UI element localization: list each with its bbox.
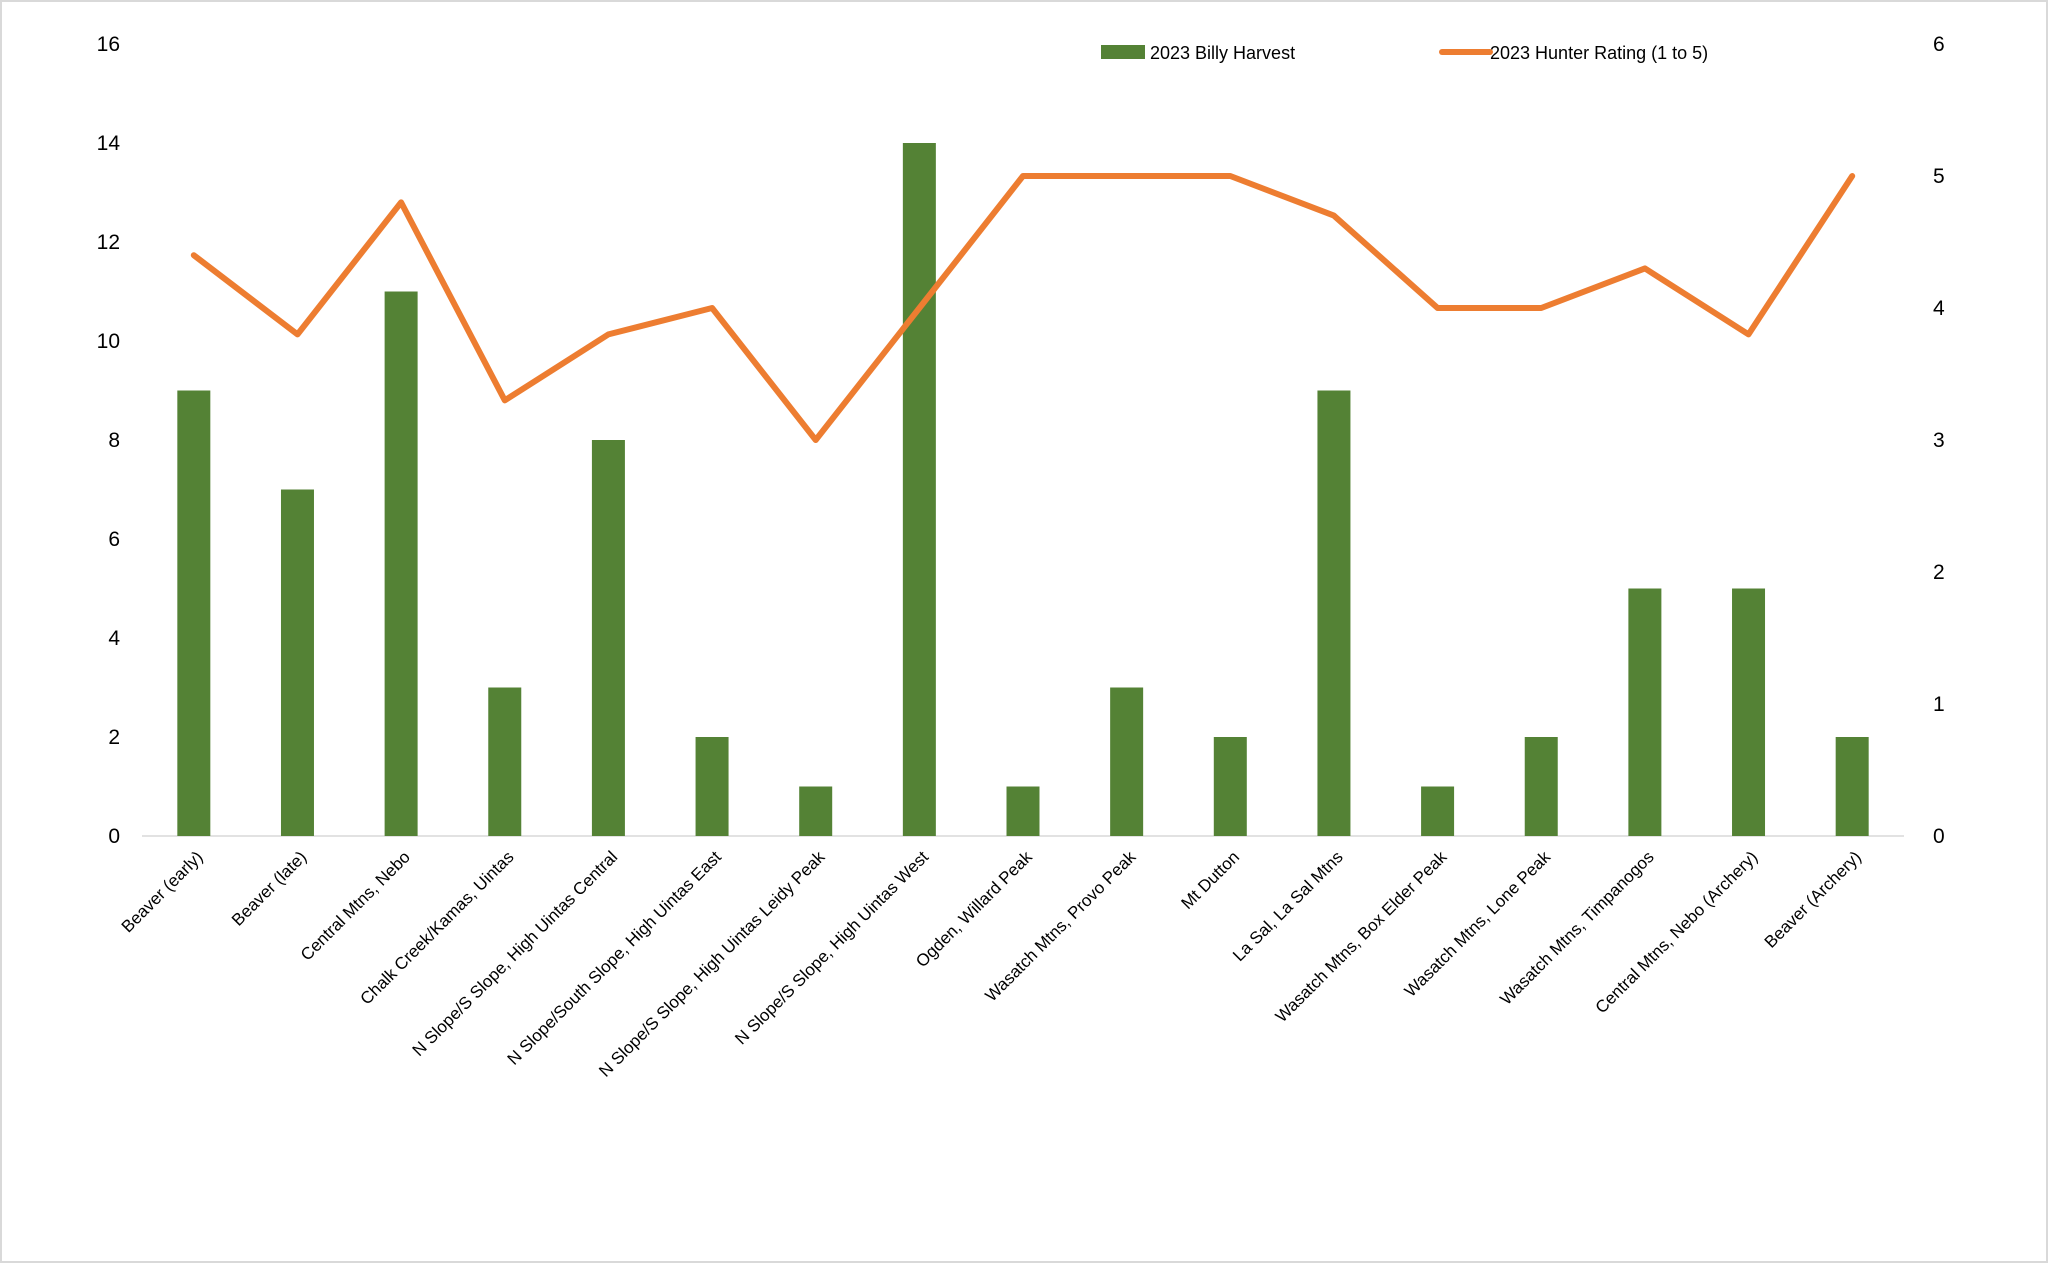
left-tick-label: 14	[97, 132, 121, 155]
bar	[488, 687, 522, 836]
legend: 2023 Billy Harvest 2023 Hunter Rating (1…	[1101, 43, 1708, 63]
bar	[1213, 737, 1247, 836]
right-tick-label: 1	[1933, 693, 1945, 716]
category-label: N Slope/S Slope, High Uintas Leidy Peak	[595, 847, 829, 1081]
rating-line	[190, 173, 1856, 443]
bar	[1835, 737, 1869, 836]
left-tick-label: 0	[108, 825, 120, 848]
right-tick-label: 0	[1933, 825, 1945, 848]
left-tick-label: 8	[108, 429, 120, 452]
left-axis-ticks: 0 2 4 6 8 10 12 14 16	[97, 33, 121, 848]
bar	[799, 786, 833, 836]
bar	[1732, 588, 1766, 836]
bar	[695, 737, 729, 836]
category-label: N Slope/S Slope, High Uintas West	[731, 847, 932, 1048]
left-tick-label: 4	[108, 627, 120, 650]
category-label: N Slope/South Slope, High Uintas East	[504, 847, 725, 1068]
category-label: Central Mtns, Nebo (Archery)	[1592, 847, 1762, 1017]
legend-swatch-bar	[1101, 45, 1145, 59]
category-label: Beaver (late)	[228, 847, 310, 929]
right-axis-ticks: 0 1 2 3 4 5 6	[1933, 33, 1945, 848]
bar	[1110, 687, 1144, 836]
right-tick-label: 2	[1933, 561, 1945, 584]
left-tick-label: 2	[108, 726, 120, 749]
category-label: N Slope/S Slope, High Uintas Central	[409, 847, 622, 1060]
left-tick-label: 16	[97, 33, 120, 56]
bar	[1421, 786, 1455, 836]
right-tick-label: 4	[1933, 297, 1945, 320]
legend-label-bar: 2023 Billy Harvest	[1150, 43, 1295, 63]
category-label: La Sal, La Sal Mtns	[1229, 847, 1347, 965]
category-label: Beaver (early)	[118, 847, 207, 936]
left-tick-label: 12	[97, 231, 120, 254]
bar	[902, 143, 936, 836]
right-tick-label: 5	[1933, 165, 1945, 188]
bar	[1524, 737, 1558, 836]
category-label: Beaver (Archery)	[1761, 847, 1865, 951]
bar	[591, 440, 625, 836]
bar	[384, 291, 418, 836]
category-label: Wasatch Mtns, Box Elder Peak	[1272, 847, 1451, 1026]
line-series	[190, 173, 1856, 443]
bar	[177, 390, 211, 836]
bar	[1628, 588, 1662, 836]
bar	[280, 489, 314, 836]
bar	[1006, 786, 1040, 836]
category-label: Central Mtns, Nebo	[297, 847, 414, 964]
category-labels: Beaver (early) Beaver (late)Central Mtns,…	[118, 847, 1865, 1081]
bar-series	[177, 143, 1869, 836]
bar	[1317, 390, 1351, 836]
category-label: Ogden, Willard Peak	[912, 847, 1036, 971]
category-label: Mt Dutton	[1178, 847, 1244, 913]
left-tick-label: 6	[108, 528, 120, 551]
right-tick-label: 3	[1933, 429, 1945, 452]
legend-label-line: 2023 Hunter Rating (1 to 5)	[1490, 43, 1708, 63]
right-tick-label: 6	[1933, 33, 1945, 56]
left-tick-label: 10	[97, 330, 120, 353]
